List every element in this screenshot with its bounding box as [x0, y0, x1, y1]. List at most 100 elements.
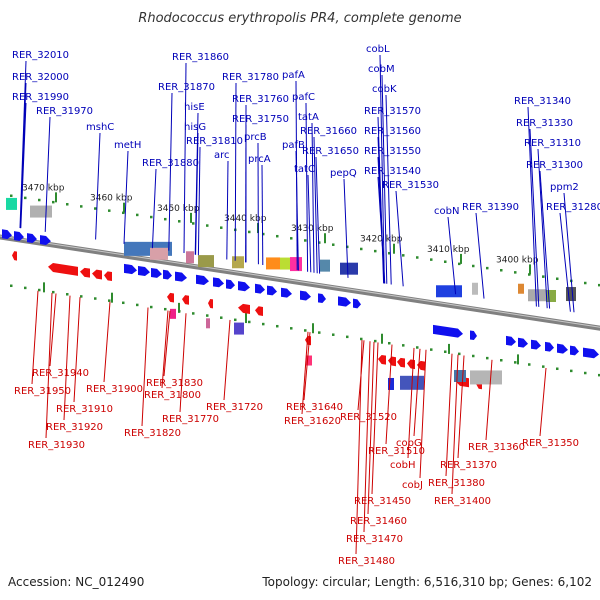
- forward-gene-arrow: [545, 341, 554, 352]
- bottom-leader-line: [141, 307, 149, 427]
- ruler-label: 3470 kbp: [22, 183, 65, 193]
- ruler-dot: [10, 284, 13, 288]
- ruler-dot: [80, 205, 83, 208]
- ruler-dot: [472, 264, 475, 268]
- top-gene-label: RER_31560: [364, 126, 421, 137]
- top-gene-label: mshC: [86, 122, 114, 133]
- ruler-dot: [598, 283, 600, 287]
- ruler-dot: [164, 217, 167, 221]
- forward-gene-arrow: [583, 347, 599, 359]
- bottom-gene-label: RER_31370: [440, 460, 497, 471]
- top-gene-label: tatA: [298, 112, 319, 123]
- feature-block: [518, 283, 524, 294]
- ruler-dot: [234, 318, 237, 322]
- forward-gene-arrow: [238, 281, 250, 292]
- forward-gene-arrow: [124, 263, 137, 275]
- forward-gene-arrow: [353, 298, 361, 309]
- ruler-dot: [136, 303, 139, 307]
- feature-block: [340, 262, 358, 275]
- top-leader-line: [385, 94, 392, 285]
- ruler-dot: [38, 288, 41, 292]
- reverse-gene-arrow: [48, 263, 78, 276]
- ruler-dot: [528, 273, 531, 276]
- feature-block: [186, 251, 194, 264]
- ruler-dot: [598, 373, 600, 377]
- top-gene-label: RER_31280: [546, 202, 600, 213]
- top-gene-label: metH: [114, 140, 141, 151]
- top-leader-line: [447, 216, 457, 295]
- feature-block: [566, 287, 576, 302]
- top-gene-label: hisE: [184, 102, 205, 113]
- feature-block: [170, 308, 176, 319]
- ruler-dot: [262, 322, 265, 326]
- top-gene-label: pafA: [282, 70, 305, 81]
- ruler-label: 3460 kbp: [90, 194, 133, 204]
- feature-block: [454, 370, 466, 383]
- ruler-dot: [248, 320, 251, 324]
- reverse-gene-arrow: [397, 357, 405, 368]
- bottom-gene-label: RER_31770: [162, 414, 219, 425]
- forward-gene-arrow: [506, 335, 516, 346]
- bottom-leader-line: [407, 347, 415, 459]
- ruler-dot: [38, 198, 41, 202]
- reverse-gene-arrow: [388, 356, 396, 367]
- feature-block: [206, 318, 210, 329]
- bottom-leader-line: [301, 331, 309, 415]
- ruler-dot: [500, 359, 503, 362]
- top-leader-line: [168, 92, 173, 251]
- top-leader-line: [395, 190, 404, 287]
- bottom-leader-line: [45, 292, 53, 439]
- forward-gene-arrow: [14, 231, 24, 241]
- top-gene-label: RER_31970: [36, 106, 93, 117]
- top-leader-line: [313, 136, 318, 274]
- top-gene-label: hisG: [184, 122, 206, 133]
- forward-gene-arrow: [175, 271, 187, 282]
- ruler-dot: [430, 258, 433, 261]
- ruler-label: 3450 kbp: [157, 204, 200, 214]
- ruler-dot: [374, 249, 377, 253]
- ruler-dot: [24, 196, 27, 200]
- top-gene-label: arc: [214, 150, 230, 161]
- top-gene-label: pepQ: [330, 168, 357, 179]
- forward-gene-arrow: [255, 283, 265, 294]
- ruler-dot: [430, 348, 433, 351]
- feature-block: [528, 289, 546, 302]
- forward-gene-arrow: [226, 279, 235, 290]
- forward-gene-arrow: [300, 290, 311, 301]
- ruler-dot: [276, 324, 279, 328]
- forward-gene-arrow: [151, 267, 162, 278]
- top-leader-line: [195, 132, 199, 255]
- forward-gene-arrow: [570, 345, 579, 356]
- bottom-gene-label: RER_31820: [124, 428, 181, 439]
- ruler-dot: [206, 224, 209, 227]
- bottom-gene-label: RER_31950: [14, 386, 71, 397]
- top-gene-label: RER_31780: [222, 72, 279, 83]
- ruler-dot: [346, 245, 349, 249]
- top-gene-label: RER_31310: [524, 138, 581, 149]
- top-leader-line: [343, 178, 349, 278]
- ruler-dot: [542, 365, 545, 368]
- top-leader-line: [377, 176, 386, 284]
- bottom-gene-label: cobG: [396, 438, 422, 449]
- feature-block: [472, 282, 478, 295]
- ruler-dot: [108, 299, 111, 302]
- ruler-dot: [220, 226, 223, 229]
- forward-gene-arrow: [531, 339, 541, 350]
- ruler-dot: [304, 239, 307, 242]
- feature-block: [6, 197, 17, 210]
- ruler-dot: [374, 339, 377, 343]
- top-gene-label: RER_31990: [12, 92, 69, 103]
- ruler-dot: [500, 269, 503, 272]
- top-gene-label: RER_31870: [158, 82, 215, 93]
- feature-block: [388, 377, 394, 390]
- bottom-leader-line: [371, 342, 379, 495]
- top-gene-label: RER_31750: [232, 114, 289, 125]
- top-leader-line: [315, 156, 321, 274]
- genome-summary-text: Topology: circular; Length: 6,516,310 bp…: [261, 575, 592, 589]
- map-title: Rhodococcus erythropolis PR4, complete g…: [138, 11, 461, 26]
- ruler-dot: [262, 232, 265, 236]
- bottom-gene-label: RER_31360: [468, 442, 525, 453]
- ruler-dot: [52, 290, 55, 294]
- ruler-dot: [66, 203, 69, 206]
- top-leader-line: [527, 106, 537, 307]
